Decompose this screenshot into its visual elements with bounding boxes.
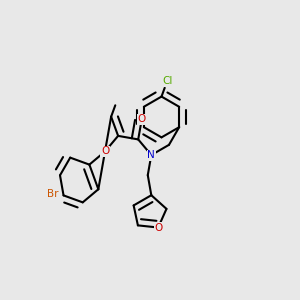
Text: O: O [138, 114, 146, 124]
Text: O: O [154, 223, 162, 232]
Text: Cl: Cl [163, 76, 173, 86]
Text: O: O [101, 146, 109, 157]
Text: N: N [147, 150, 155, 160]
Text: Br: Br [47, 190, 59, 200]
